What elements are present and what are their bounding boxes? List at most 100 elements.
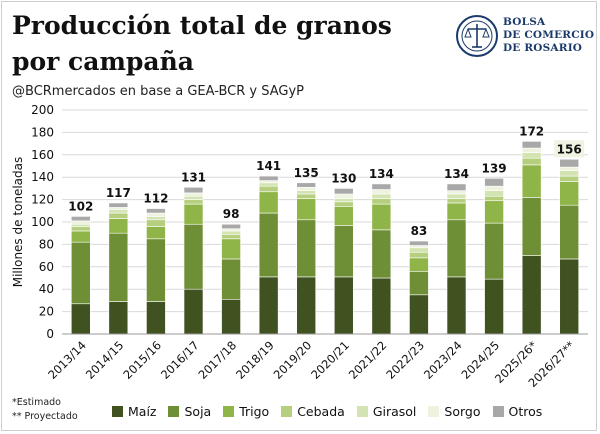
y-tick-label: 180 <box>31 125 54 139</box>
x-tick-label: 2023/24 <box>421 338 465 382</box>
bar-segment <box>108 207 129 210</box>
bar-segment <box>296 190 317 195</box>
bar-segment <box>484 222 504 280</box>
bar-segment <box>409 245 429 249</box>
bar-segment <box>371 193 392 199</box>
legend-item: Cebada <box>281 404 345 419</box>
bar-segment <box>409 294 429 335</box>
bar-segment <box>559 204 580 260</box>
bar-segment <box>333 201 354 207</box>
bar-segment <box>521 255 542 335</box>
bar-segment <box>146 208 166 214</box>
bar-segment <box>296 219 317 278</box>
total-label: 156 <box>557 142 582 156</box>
bar-segment <box>70 226 91 232</box>
bar-segment <box>258 191 279 214</box>
bar-segment <box>521 164 542 198</box>
total-label: 117 <box>106 186 131 200</box>
bar-segment <box>183 288 204 335</box>
legend-item: Otros <box>492 404 542 419</box>
y-tick-label: 60 <box>39 260 54 274</box>
bar-segment <box>221 234 241 240</box>
total-label: 131 <box>181 170 206 184</box>
bar-segment <box>70 223 91 227</box>
bar-segment <box>409 240 429 246</box>
legend-item: Girasol <box>356 404 417 419</box>
bar-segment <box>521 141 542 149</box>
bar-segment <box>221 258 241 300</box>
bcr-seal-icon <box>456 15 498 57</box>
bar-segment <box>146 212 166 217</box>
bar-segment <box>183 195 204 200</box>
bar-segment <box>446 276 467 335</box>
footnotes: *Estimado ** Proyectado <box>12 396 78 424</box>
x-tick-label: 2019/20 <box>271 338 315 382</box>
legend-label: Sorgo <box>444 404 481 419</box>
x-tick-label: 2017/18 <box>196 338 240 382</box>
bar-segment <box>559 170 580 177</box>
bar-segment <box>70 241 91 305</box>
y-tick-label: 200 <box>31 103 54 117</box>
legend-item: Trigo <box>223 404 269 419</box>
bar-segment <box>296 276 317 335</box>
bar-segment <box>146 301 166 335</box>
total-label: 83 <box>411 224 428 238</box>
total-label: 134 <box>444 167 469 181</box>
bar-segment <box>446 183 467 191</box>
bar-segment <box>183 192 204 197</box>
x-tick-label: 2015/16 <box>120 338 164 382</box>
bar-segment <box>521 152 542 159</box>
bar-segment <box>371 198 392 205</box>
chart-legend: Maíz Soja Trigo Cebada Girasol Sorgo Otros <box>112 404 542 419</box>
bar-segment <box>146 226 166 240</box>
bar-segment <box>409 270 429 296</box>
bar-segment <box>146 238 166 302</box>
bar-segment <box>446 198 467 204</box>
bar-segment <box>108 301 129 335</box>
legend-swatch <box>356 406 368 417</box>
bar-segment <box>484 278 504 335</box>
bar-segment <box>296 193 317 199</box>
note-estimated: *Estimado <box>12 397 61 408</box>
total-label: 134 <box>369 167 394 181</box>
legend-item: Soja <box>168 404 211 419</box>
legend-label: Soja <box>184 404 212 419</box>
bar-segment <box>183 203 204 225</box>
bar-segment <box>559 181 580 206</box>
bar-segment <box>446 190 467 195</box>
y-tick-label: 40 <box>39 282 54 296</box>
bar-segment <box>333 276 354 335</box>
bar-segment <box>484 195 504 202</box>
y-tick-label: 80 <box>39 237 54 251</box>
bar-segment <box>484 200 504 224</box>
bar-segment <box>371 183 392 190</box>
y-tick-label: 20 <box>39 305 54 319</box>
bar-segment <box>559 258 580 335</box>
bar-segment <box>221 230 241 235</box>
bar-segment <box>333 193 354 199</box>
bar-segment <box>521 147 542 153</box>
logo-line-2: DE COMERCIO <box>503 29 595 41</box>
bar-segment <box>258 180 279 184</box>
y-tick-label: 0 <box>46 327 54 341</box>
legend-label: Maíz <box>128 404 157 419</box>
bar-segment <box>559 166 580 171</box>
bar-segment <box>409 257 429 272</box>
logo-line-1: BOLSA <box>503 16 546 28</box>
legend-swatch <box>112 406 123 417</box>
total-label: 139 <box>482 161 507 175</box>
logo-line-3: DE ROSARIO <box>503 42 583 54</box>
y-tick-label: 140 <box>31 170 54 184</box>
bar-segment <box>296 186 317 191</box>
bar-segment <box>333 225 354 278</box>
highlight-box <box>554 140 585 158</box>
bcr-logo: BOLSA DE COMERCIO DE ROSARIO <box>455 14 595 58</box>
legend-label: Girasol <box>372 404 417 419</box>
bar-segment <box>70 220 91 225</box>
bar-segment <box>221 228 241 232</box>
chart-source: @BCRmercados en base a GEA-BCR y SAGyP <box>12 84 304 99</box>
bar-segment <box>108 232 129 302</box>
bar-segment <box>70 216 91 222</box>
bar-segment <box>221 298 241 335</box>
total-label: 102 <box>68 199 93 213</box>
